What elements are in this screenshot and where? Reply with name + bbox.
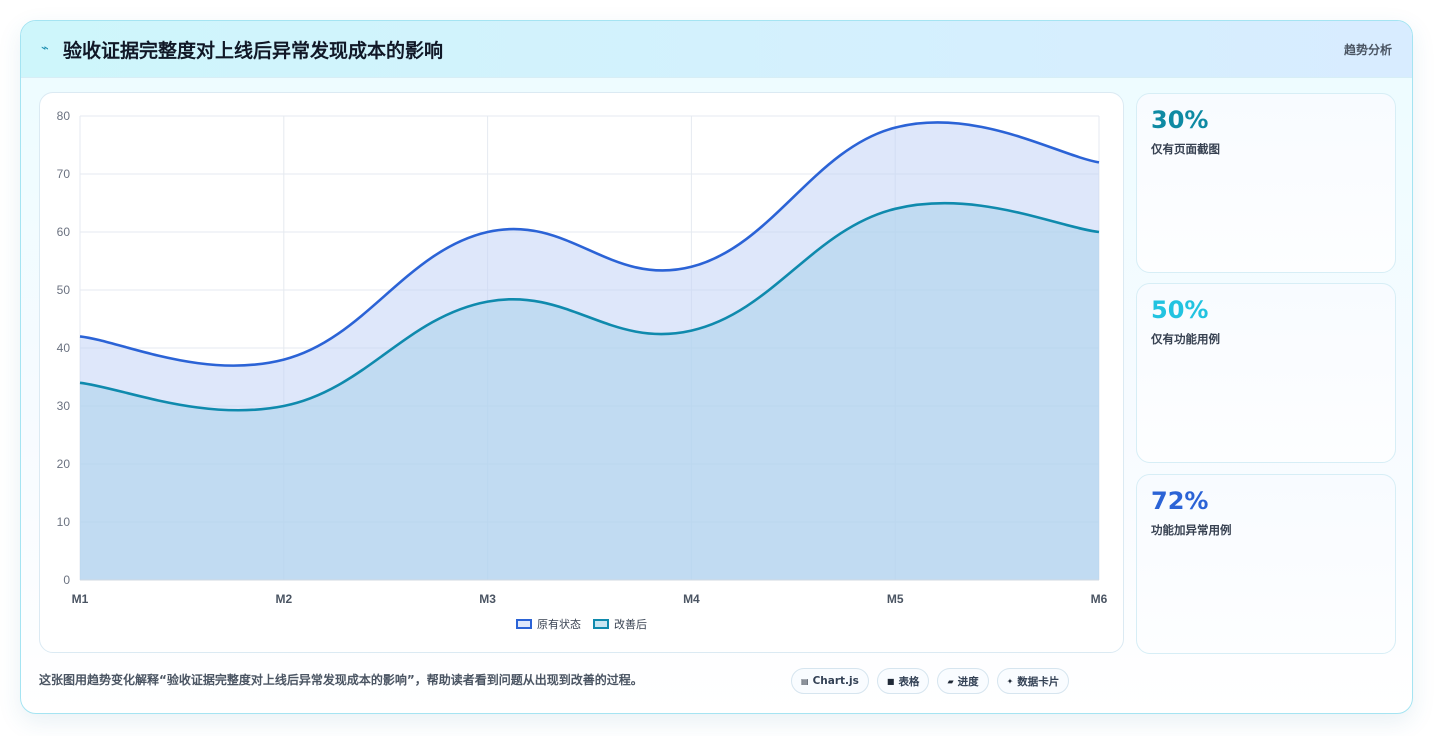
y-tick-label: 20 [57,457,71,471]
trend-icon: ⌁ [41,41,49,56]
stat-label: 仅有功能用例 [1151,332,1220,346]
y-tick-label: 10 [57,515,71,529]
area-chart: 0 10 20 30 40 50 60 70 80 M1 M2 M3 M4 M5 M6 [57,109,1108,606]
y-tick-label: 40 [57,341,71,355]
progress-icon: ▰ [947,676,954,686]
series-area-2 [80,203,1099,581]
legend-item-original[interactable]: 原有状态 [516,616,581,632]
legend-item-improved[interactable]: 改善后 [593,616,647,632]
chip-chartjs[interactable]: ▤ Chart.js [791,668,869,694]
chip-label: 数据卡片 [1017,675,1060,688]
chart-legend: 原有状态 改善后 [40,616,1123,632]
stat-value: 50% [1151,296,1209,324]
stat-card-2: 50% 仅有功能用例 [1136,283,1396,463]
page-title: 验收证据完整度对上线后异常发现成本的影响 [63,40,444,62]
chart-description: 这张图用趋势变化解释“验收证据完整度对上线后异常发现成本的影响”，帮助读者看到问… [39,673,643,687]
header-tag: 趋势分析 [1343,43,1392,57]
chart-icon: ▤ [801,676,809,686]
chip-table[interactable]: ■ 表格 [876,668,930,694]
legend-swatch-original [516,619,532,629]
y-tick-label: 30 [57,399,71,413]
y-tick-label: 0 [63,573,70,587]
chip-data-card[interactable]: ✦ 数据卡片 [996,668,1070,694]
y-tick-label: 50 [57,283,71,297]
stat-value: 72% [1151,487,1209,515]
stat-card-3: 72% 功能加异常用例 [1136,474,1396,654]
chip-progress[interactable]: ▰ 进度 [937,668,989,694]
chart-panel: 0 10 20 30 40 50 60 70 80 M1 M2 M3 M4 M5 M6 原有状态 改善后 [39,92,1124,653]
tech-chips: ▤ Chart.js ■ 表格 ▰ 进度 ✦ 数据卡片 [791,668,1070,694]
x-tick-label: M5 [887,592,904,606]
sparkle-icon: ✦ [1006,676,1014,686]
chip-label: Chart.js [812,675,859,687]
stat-value: 30% [1151,106,1209,134]
series-line-1 [79,121,1100,367]
x-tick-label: M3 [479,592,496,606]
x-tick-label: M1 [72,592,89,606]
stat-card-1: 30% 仅有页面截图 [1136,93,1396,273]
dashboard-card: ⌁ 验收证据完整度对上线后异常发现成本的影响 趋势分析 0 10 20 30 40 50 6… [20,20,1413,714]
chip-label: 表格 [898,675,920,688]
x-tick-label: M4 [683,592,700,606]
legend-label-original: 原有状态 [537,618,581,631]
stat-label: 功能加异常用例 [1151,523,1232,537]
chip-label: 进度 [957,675,979,688]
y-tick-label: 60 [57,225,71,239]
y-tick-label: 70 [57,167,71,181]
card-header: ⌁ 验收证据完整度对上线后异常发现成本的影响 趋势分析 [21,21,1412,78]
series-line-2 [79,201,1100,412]
x-tick-label: M2 [275,592,292,606]
legend-swatch-improved [593,619,609,629]
table-icon: ■ [886,676,895,686]
stat-label: 仅有页面截图 [1151,142,1220,156]
y-tick-label: 80 [57,109,71,123]
x-tick-label: M6 [1091,592,1108,606]
legend-label-improved: 改善后 [614,618,647,631]
